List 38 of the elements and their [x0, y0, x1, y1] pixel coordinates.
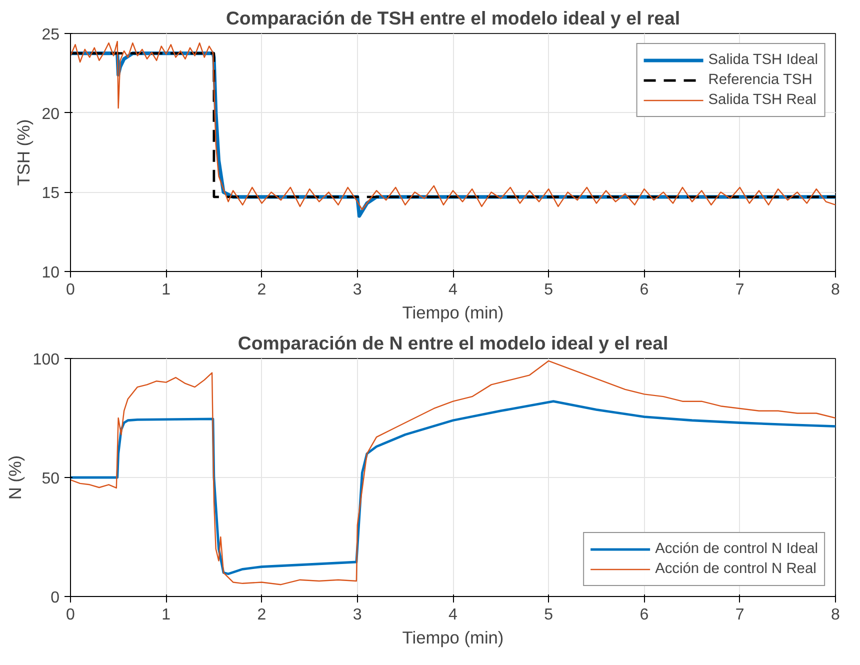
x-tick-label: 4	[448, 606, 458, 624]
x-tick-label: 5	[544, 282, 554, 298]
x-tick-label: 7	[735, 606, 744, 624]
y-axis-title: TSH (%)	[14, 119, 34, 186]
chart-title: Comparación de TSH entre el modelo ideal y el real	[226, 8, 680, 28]
x-tick-label: 8	[831, 282, 840, 298]
y-axis-title: N (%)	[4, 455, 25, 500]
y-tick-label: 10	[42, 264, 60, 282]
x-tick-label: 5	[544, 606, 554, 624]
chart-title: Comparación de N entre el modelo ideal y el real	[238, 332, 668, 354]
y-tick-label: 100	[32, 352, 60, 368]
x-tick-label: 3	[352, 282, 362, 298]
x-tick-label: 7	[735, 282, 744, 298]
x-axis-title: Tiempo (min)	[402, 628, 504, 648]
x-tick-label: 2	[257, 282, 266, 298]
x-tick-label: 4	[448, 282, 458, 298]
x-tick-label: 0	[66, 282, 76, 298]
y-tick-label: 25	[42, 26, 60, 44]
y-tick-label: 50	[42, 470, 60, 488]
x-tick-label: 1	[162, 606, 171, 624]
x-axis-title: Tiempo (min)	[402, 302, 504, 322]
y-tick-label: 15	[42, 185, 60, 202]
x-tick-label: 8	[831, 606, 840, 624]
line-series	[70, 360, 836, 586]
x-tick-label: 1	[162, 282, 171, 298]
legend-label: Salida TSH Ideal	[708, 52, 818, 68]
legend-label: Referencia TSH	[708, 72, 812, 88]
line-series	[70, 400, 836, 576]
x-tick-label: 0	[66, 606, 76, 624]
legend-label: Salida TSH Real	[708, 92, 816, 108]
x-tick-label: 2	[257, 606, 266, 624]
x-tick-label: 6	[640, 606, 649, 624]
y-tick-label: 20	[42, 106, 60, 123]
y-tick-label: 0	[50, 590, 60, 606]
x-tick-label: 6	[640, 282, 649, 298]
legend-label: Acción de control N Ideal	[655, 541, 818, 557]
legend-label: Acción de control N Real	[655, 561, 816, 577]
x-tick-label: 3	[352, 606, 362, 624]
